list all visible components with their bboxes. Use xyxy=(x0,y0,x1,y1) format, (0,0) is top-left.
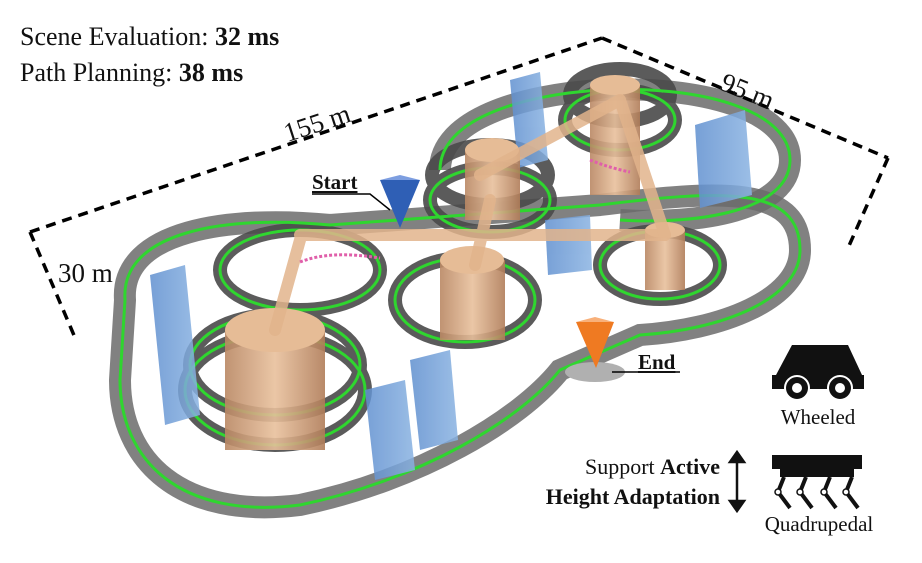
scene-evaluation-metric: Scene Evaluation: 32 ms xyxy=(20,22,279,52)
buildings xyxy=(150,72,752,480)
path-planning-label: Path Planning: xyxy=(20,58,179,87)
path-planning-metric: Path Planning: 38 ms xyxy=(20,58,243,88)
scene-evaluation-value: 32 ms xyxy=(214,22,280,51)
end-marker xyxy=(565,317,680,382)
start-label: Start xyxy=(312,170,358,194)
bridges xyxy=(269,94,671,336)
elevated-segments xyxy=(299,158,631,264)
support-active: Active xyxy=(660,454,720,479)
end-label: End xyxy=(638,350,676,374)
support-height-adaptation: Height Adaptation xyxy=(545,484,720,509)
wheeled-label: Wheeled xyxy=(780,405,856,429)
wheeled-robot-icon xyxy=(772,345,864,401)
quadrupedal-robot-icon xyxy=(772,455,862,510)
height-arrow-icon xyxy=(727,449,747,514)
dimension-lines xyxy=(28,36,890,341)
support-caption: Support Active Height Adaptation xyxy=(505,452,720,512)
scene-evaluation-label: Scene Evaluation: xyxy=(20,22,215,51)
height-dimension-label: 30 m xyxy=(58,258,113,288)
quadrupedal-label: Quadrupedal xyxy=(764,512,874,536)
support-prefix: Support xyxy=(584,454,661,479)
start-marker xyxy=(312,175,420,228)
path-planning-value: 38 ms xyxy=(178,58,244,87)
